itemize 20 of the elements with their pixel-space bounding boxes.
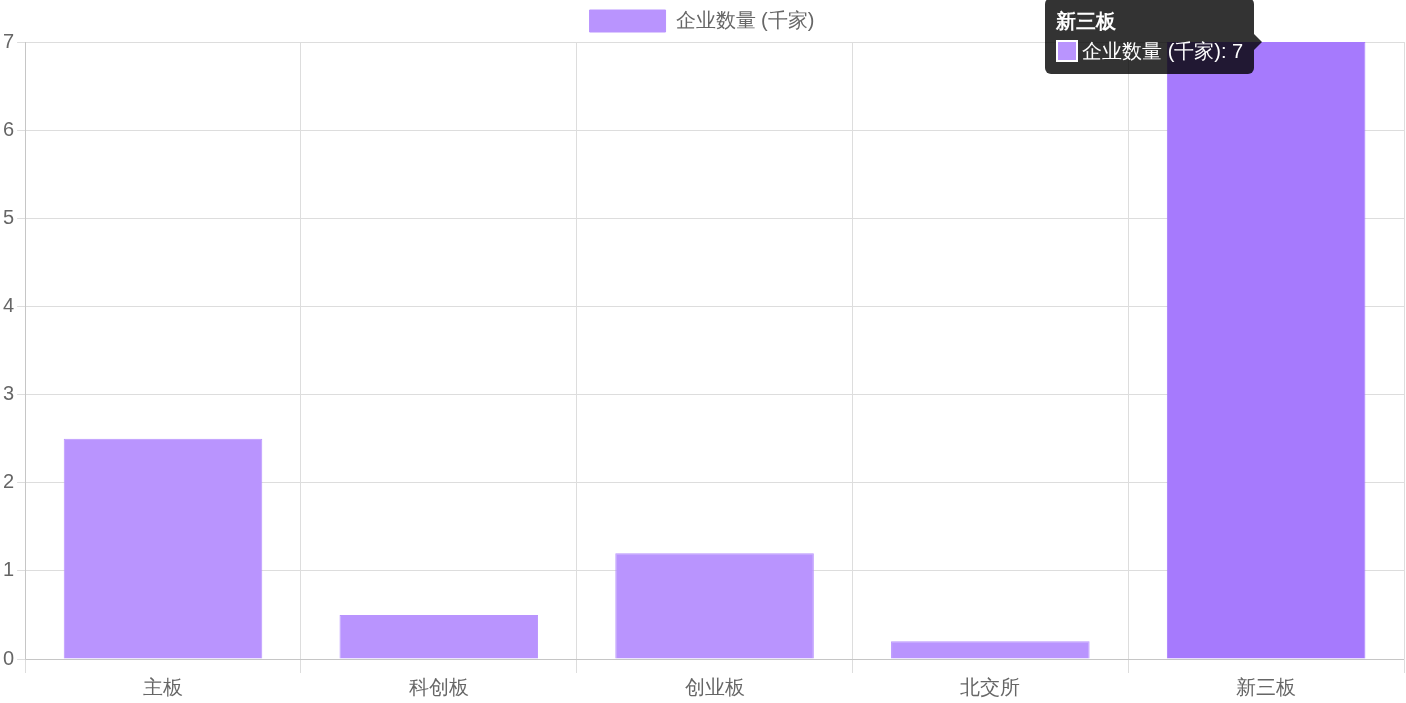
bar xyxy=(615,553,814,659)
bar xyxy=(339,614,539,659)
y-tick-label: 0 xyxy=(3,646,15,669)
x-tick-label: 新三板 xyxy=(1236,675,1297,698)
y-tick-label: 5 xyxy=(3,205,15,228)
y-tick-label: 4 xyxy=(3,293,15,316)
text: 新三板 xyxy=(1056,9,1118,34)
y-tick-label: 3 xyxy=(3,382,15,405)
legend-label: 企业数量 (千家) xyxy=(675,8,815,31)
x-tick-label: 创业板 xyxy=(684,675,745,698)
annotation: 企业数量 (千家): 7 xyxy=(1082,40,1244,62)
y-tick-label: 6 xyxy=(3,117,15,140)
x-tick-label: 主板 xyxy=(143,675,184,698)
bar xyxy=(891,641,1090,659)
y-tick-label: 1 xyxy=(3,558,15,581)
y-tick-label: 7 xyxy=(3,29,15,52)
x-tick-label: 北交所 xyxy=(960,675,1021,698)
x-tick-label: 科创板 xyxy=(408,675,469,698)
bar xyxy=(1166,42,1366,659)
y-tick-label: 2 xyxy=(3,470,15,493)
